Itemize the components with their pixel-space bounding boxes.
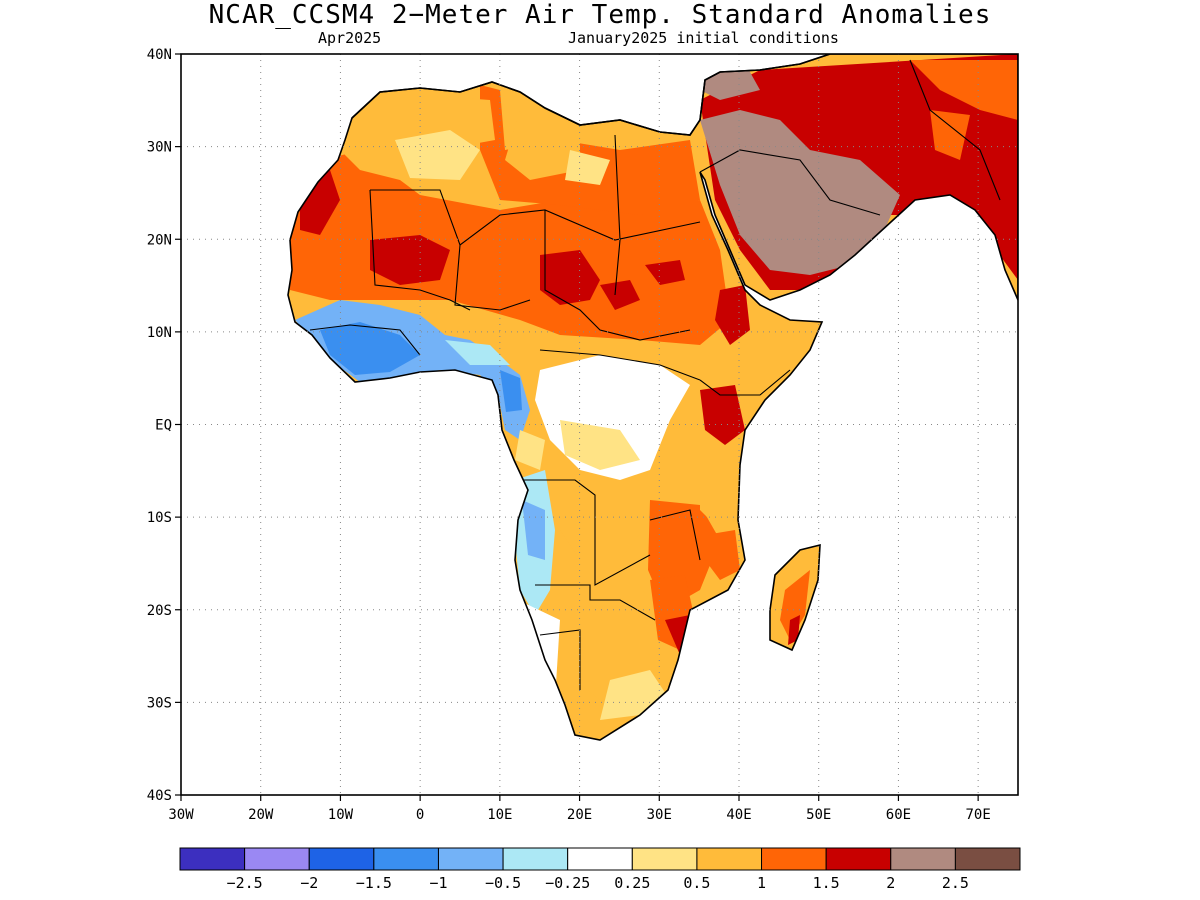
colorbar-label: 0.5 [683, 874, 710, 892]
lon-tick-label: 40E [726, 807, 751, 823]
lon-tick-label: 30E [647, 807, 672, 823]
lat-tick-label: 40S [147, 788, 172, 804]
lat-tick-label: 40N [147, 47, 172, 63]
colorbar-swatch [308, 847, 375, 871]
colorbar-label: −2.5 [227, 874, 263, 892]
colorbar-swatch [502, 847, 569, 871]
lon-tick-label: 10E [487, 807, 512, 823]
lat-tick-label: 10N [147, 325, 172, 341]
lon-tick-label: 50E [806, 807, 831, 823]
colorbar-swatch [631, 847, 698, 871]
country-borders [309, 59, 1001, 690]
valid-month-label: Apr2025 [318, 29, 382, 47]
lon-tick-label: 70E [965, 807, 990, 823]
lat-tick-label: 30S [147, 695, 172, 711]
colorbar-label: −1 [429, 874, 447, 892]
colorbar-label: 1 [757, 874, 766, 892]
colorbar-swatch [890, 847, 956, 871]
colorbar-swatch [954, 847, 1021, 871]
coastlines [287, 54, 1018, 741]
colorbar-label: −0.5 [485, 874, 521, 892]
map-title: NCAR_CCSM4 2−Meter Air Temp. Standard An… [208, 0, 992, 30]
colorbar-swatch [373, 847, 439, 871]
colorbar-swatch [244, 847, 310, 871]
colorbar-label: −1.5 [356, 874, 392, 892]
colorbar [179, 847, 1021, 871]
colorbar-swatch [825, 847, 892, 871]
lon-tick-label: 0 [416, 807, 424, 823]
latitude-ticks: 40N 30N 20N 10N EQ 10S 20S 30S 40S [147, 47, 181, 804]
lat-tick-label: EQ [155, 418, 172, 434]
lon-tick-label: 30W [168, 807, 194, 823]
colorbar-swatch [437, 847, 504, 871]
colorbar-label: 2 [886, 874, 895, 892]
colorbar-swatch [696, 847, 763, 871]
colorbar-swatch [179, 847, 246, 871]
lat-tick-label: 10S [147, 510, 172, 526]
lat-tick-label: 20S [147, 603, 172, 619]
colorbar-swatch [761, 847, 827, 871]
colorbar-label: 0.25 [614, 874, 650, 892]
colorbar-swatch [567, 847, 633, 871]
colorbar-label: 2.5 [942, 874, 969, 892]
init-conditions-label: January2025 initial conditions [568, 29, 839, 47]
lon-tick-label: 60E [886, 807, 911, 823]
lon-tick-label: 20E [567, 807, 592, 823]
longitude-ticks: 30W 20W 10W 0 10E 20E 30E 40E 50E 60E 70E [168, 795, 991, 823]
colorbar-label: −2 [300, 874, 318, 892]
lon-tick-label: 20W [248, 807, 274, 823]
lat-tick-label: 30N [147, 140, 172, 156]
colorbar-labels: −2.5 −2 −1.5 −1 −0.5 −0.25 0.25 0.5 1 1.5 2 2.5 [227, 874, 969, 892]
colorbar-label: −0.25 [545, 874, 590, 892]
lat-tick-label: 20N [147, 232, 172, 248]
lon-tick-label: 10W [328, 807, 354, 823]
colorbar-label: 1.5 [813, 874, 840, 892]
